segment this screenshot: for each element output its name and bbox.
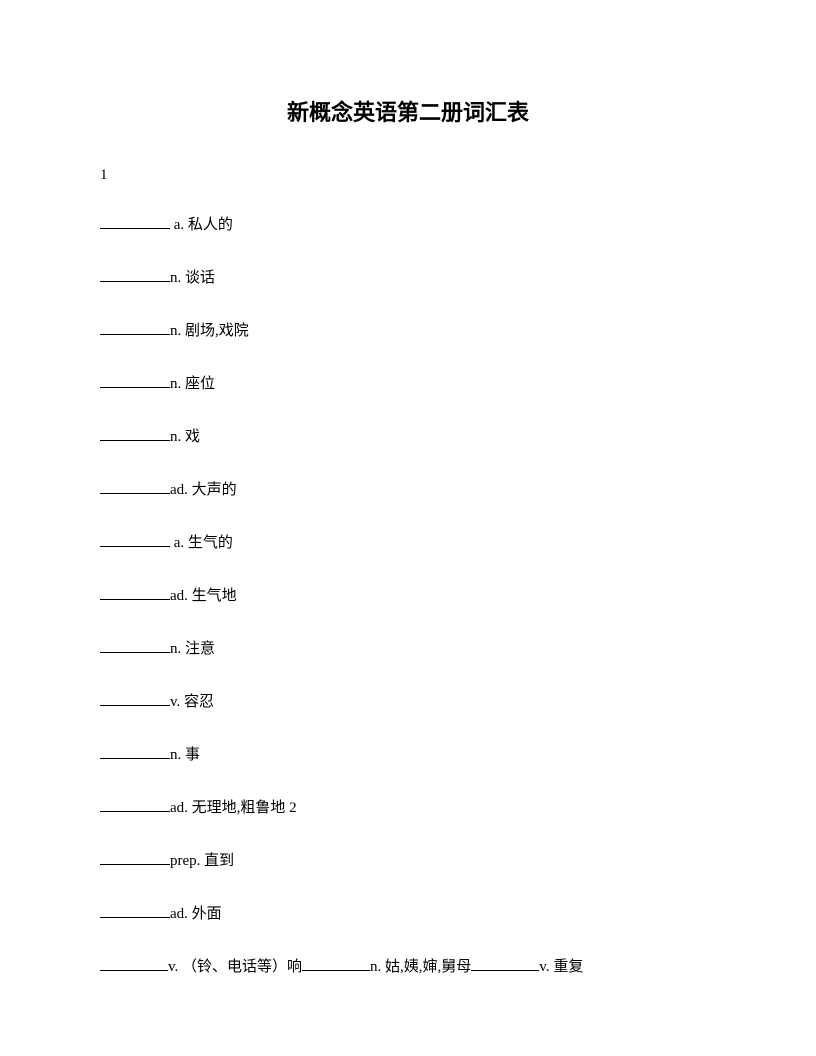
section-number: 1 — [100, 167, 716, 184]
vocab-entry: n. 事 — [100, 744, 716, 766]
pos-definition: v. （铃、电话等）响 — [168, 959, 302, 975]
pos-definition: n. 戏 — [170, 429, 200, 445]
vocab-entry: a. 生气的 — [100, 532, 716, 554]
page-title: 新概念英语第二册词汇表 — [100, 95, 716, 127]
vocab-entry: ad. 生气地 — [100, 585, 716, 607]
vocab-entry: n. 戏 — [100, 426, 716, 448]
pos-definition: ad. 无理地,粗鲁地 2 — [170, 800, 297, 816]
fill-blank — [302, 956, 370, 971]
pos-definition: v. 重复 — [539, 959, 583, 975]
vocab-entry: n. 座位 — [100, 373, 716, 395]
fill-blank — [100, 267, 170, 282]
pos-definition: n. 剧场,戏院 — [170, 323, 249, 339]
vocab-entry: ad. 无理地,粗鲁地 2 — [100, 797, 716, 819]
vocab-entry: ad. 大声的 — [100, 479, 716, 501]
fill-blank — [100, 797, 170, 812]
vocab-entry: n. 谈话 — [100, 267, 716, 289]
fill-blank — [471, 956, 539, 971]
pos-definition: n. 注意 — [170, 641, 215, 657]
vocab-entry: ad. 外面 — [100, 903, 716, 925]
pos-definition: n. 谈话 — [170, 270, 215, 286]
vocab-entry: a. 私人的 — [100, 214, 716, 236]
fill-blank — [100, 532, 170, 547]
vocabulary-list: a. 私人的 n. 谈话 n. 剧场,戏院 n. 座位 n. 戏 ad. 大声的 a. 生… — [100, 214, 716, 925]
pos-definition: ad. 外面 — [170, 906, 222, 922]
vocab-entry: n. 注意 — [100, 638, 716, 660]
fill-blank — [100, 585, 170, 600]
pos-definition: ad. 生气地 — [170, 588, 237, 604]
pos-definition: ad. 大声的 — [170, 482, 237, 498]
pos-definition: prep. 直到 — [170, 853, 234, 869]
fill-blank — [100, 214, 170, 229]
multi-entry-row: v. （铃、电话等）响 n. 姑,姨,婶,舅母 v. 重复 — [100, 956, 716, 978]
vocab-entry: v. 容忍 — [100, 691, 716, 713]
pos-definition: n. 事 — [170, 747, 200, 763]
vocab-entry: n. 剧场,戏院 — [100, 320, 716, 342]
pos-definition: a. 生气的 — [170, 535, 233, 551]
fill-blank — [100, 903, 170, 918]
fill-blank — [100, 479, 170, 494]
pos-definition: a. 私人的 — [170, 217, 233, 233]
fill-blank — [100, 426, 170, 441]
pos-definition: v. 容忍 — [170, 694, 214, 710]
fill-blank — [100, 956, 168, 971]
fill-blank — [100, 691, 170, 706]
fill-blank — [100, 638, 170, 653]
fill-blank — [100, 744, 170, 759]
pos-definition: n. 姑,姨,婶,舅母 — [370, 959, 471, 975]
fill-blank — [100, 373, 170, 388]
vocab-entry: prep. 直到 — [100, 850, 716, 872]
pos-definition: n. 座位 — [170, 376, 215, 392]
fill-blank — [100, 850, 170, 865]
fill-blank — [100, 320, 170, 335]
